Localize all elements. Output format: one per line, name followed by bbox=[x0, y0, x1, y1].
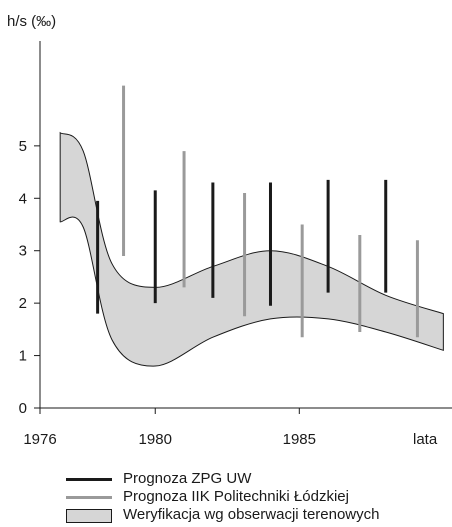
range-bars-layer bbox=[96, 85, 419, 338]
y-tick-label-5: 5 bbox=[19, 138, 27, 155]
legend-label-verification: Weryfikacja wg obserwacji terenowych bbox=[123, 506, 380, 523]
y-axis-label: h/s (‰) bbox=[7, 13, 56, 30]
y-tick-label-1: 1 bbox=[19, 348, 27, 365]
axes bbox=[39, 41, 452, 409]
x-tick-label-1976: 1976 bbox=[23, 431, 56, 448]
legend-swatch-iik bbox=[66, 496, 112, 499]
legend-label-zpg: Prognoza ZPG UW bbox=[123, 470, 252, 487]
x-axis-label: lata bbox=[413, 431, 438, 448]
verification-band-layer bbox=[59, 131, 444, 367]
y-tick-label-3: 3 bbox=[19, 243, 27, 260]
legend-swatch-verification bbox=[66, 509, 112, 523]
legend-label-iik: Prognoza IIK Politechniki Łódzkiej bbox=[123, 488, 349, 505]
x-tick-label-1980: 1980 bbox=[139, 431, 172, 448]
ticks: 0 1 2 3 4 5 1976 1980 1985 bbox=[19, 138, 316, 448]
x-tick-label-1985: 1985 bbox=[283, 431, 316, 448]
verification-band bbox=[59, 131, 444, 367]
y-tick-label-4: 4 bbox=[19, 190, 27, 207]
y-tick-label-0: 0 bbox=[19, 400, 27, 417]
legend-swatch-zpg bbox=[66, 478, 112, 481]
y-tick-label-2: 2 bbox=[19, 295, 27, 312]
